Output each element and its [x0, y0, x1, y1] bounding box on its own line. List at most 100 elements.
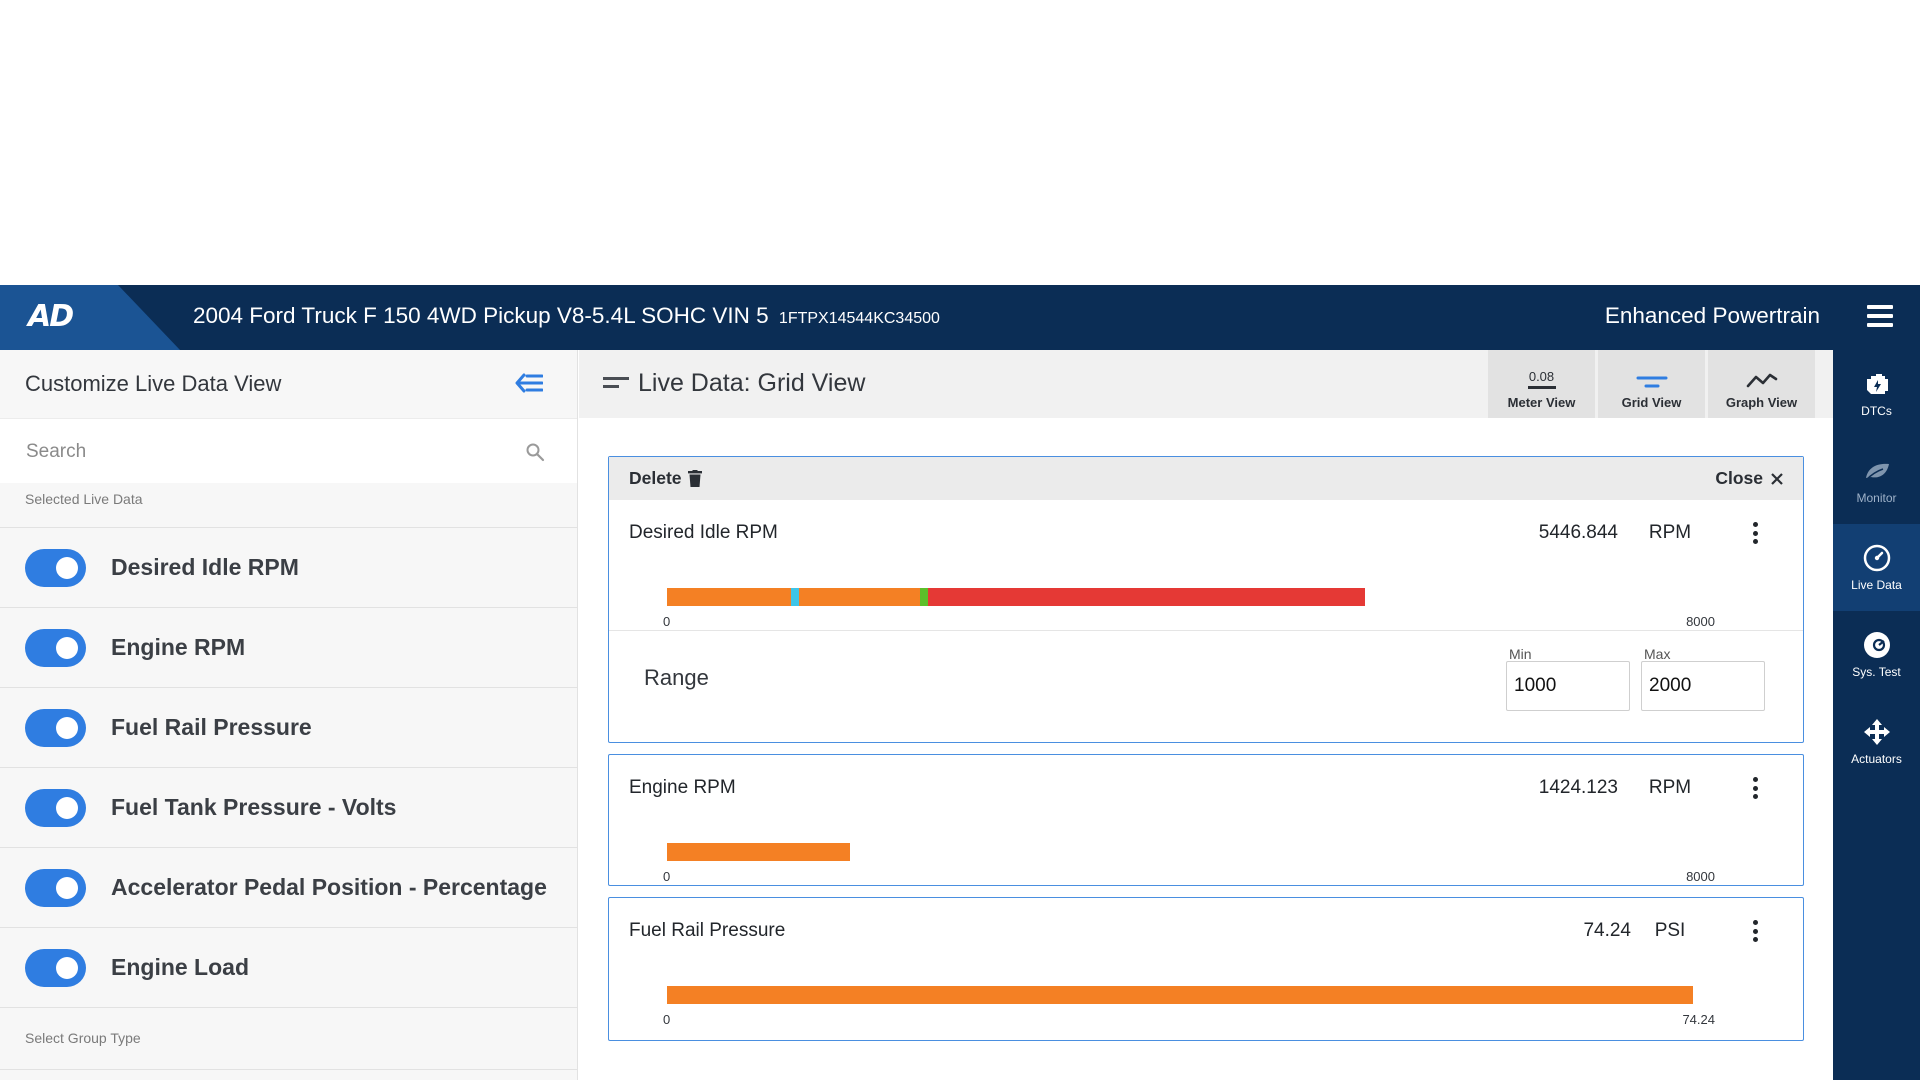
- close-button[interactable]: Close: [1715, 468, 1783, 489]
- sidebar-header: Customize Live Data View: [0, 350, 577, 418]
- toggle-switch[interactable]: [25, 948, 86, 987]
- bar-fill: [667, 986, 1693, 1004]
- collapse-sidebar-icon[interactable]: [515, 371, 543, 395]
- nav-item-actuators[interactable]: Actuators: [1833, 698, 1920, 785]
- toggle-label: Fuel Tank Pressure - Volts: [111, 794, 397, 820]
- pid-bar: [667, 843, 1693, 861]
- toggle-label: Fuel Rail Pressure: [111, 714, 312, 740]
- tab-graph-view[interactable]: Graph View: [1708, 350, 1815, 418]
- close-icon: [1771, 472, 1783, 485]
- pid-bar: [667, 986, 1693, 1004]
- toggle-switch[interactable]: [25, 708, 86, 747]
- nav-item-live-data[interactable]: Live Data: [1833, 524, 1920, 611]
- gauge-icon: [1863, 544, 1890, 572]
- app-header: AD 2004 Ford Truck F 150 4WD Pickup V8-5…: [0, 285, 1920, 350]
- module-title: Enhanced Powertrain: [1604, 303, 1820, 328]
- search-icon[interactable]: [525, 442, 545, 462]
- pid-unit: RPM: [1648, 777, 1692, 798]
- tab-meter-view[interactable]: 0.08 Meter View: [1488, 350, 1595, 418]
- vehicle-title: 2004 Ford Truck F 150 4WD Pickup V8-5.4L…: [193, 303, 940, 329]
- view-tabs: 0.08 Meter View Grid View Graph View: [1485, 350, 1815, 418]
- scale-min: 0: [663, 614, 671, 629]
- pid-row: Desired Idle RPM 5446.844 RPM 0 8000: [609, 500, 1803, 630]
- toggle-label: Desired Idle RPM: [111, 554, 299, 580]
- live-data-toggle-row: Accelerator Pedal Position - Percentage: [0, 848, 577, 928]
- pid-card[interactable]: Fuel Rail Pressure 74.24 PSI 0 74.24: [608, 897, 1804, 1041]
- engine-icon: [1866, 374, 1888, 394]
- nav-item-sys-test[interactable]: Sys. Test: [1833, 611, 1920, 698]
- bar-fill-over-range: [924, 588, 1365, 606]
- app-logo: AD: [28, 299, 74, 334]
- scale-max: 8000: [1686, 869, 1715, 884]
- pid-bar: [667, 588, 1693, 606]
- live-data-toggle-row: Engine Load: [0, 928, 577, 1008]
- range-row: Range Min Max: [609, 630, 1803, 742]
- meter-icon: [1527, 386, 1556, 389]
- scale-min: 0: [663, 869, 671, 884]
- live-data-toggle-row: Fuel Tank Pressure - Volts: [0, 768, 577, 848]
- tab-label: Grid View: [1621, 395, 1682, 410]
- nav-label: Monitor: [1856, 491, 1897, 505]
- live-data-main: Live Data: Grid View 0.08 Meter View Gri…: [579, 350, 1833, 1080]
- nav-item-dtcs[interactable]: DTCs: [1833, 350, 1920, 437]
- delete-button[interactable]: Delete: [629, 468, 702, 489]
- nav-label: Sys. Test: [1852, 665, 1901, 679]
- range-min-input[interactable]: [1506, 661, 1630, 711]
- search-row: [0, 418, 577, 483]
- toggle-switch[interactable]: [25, 868, 86, 907]
- nav-label: Actuators: [1851, 752, 1902, 766]
- toggle-switch[interactable]: [25, 548, 86, 587]
- more-options-icon[interactable]: [1753, 777, 1759, 799]
- app-root: AD 2004 Ford Truck F 150 4WD Pickup V8-5…: [0, 285, 1920, 1080]
- selected-live-data-label: Selected Live Data: [0, 483, 577, 528]
- more-options-icon[interactable]: [1753, 920, 1759, 942]
- trash-icon: [687, 470, 702, 487]
- pid-value: 74.24: [1583, 920, 1631, 941]
- pid-cards: Delete Close: [608, 456, 1804, 1052]
- customize-sidebar: Customize Live Data View Selected Live D…: [0, 350, 578, 1080]
- pid-name: Engine RPM: [629, 777, 736, 798]
- pid-row: Fuel Rail Pressure 74.24 PSI 0 74.24: [609, 898, 1803, 1040]
- toggle-label: Engine Load: [111, 954, 249, 980]
- hamburger-menu-icon[interactable]: [1867, 305, 1893, 327]
- pid-row: Engine RPM 1424.123 RPM 0 8000: [609, 755, 1803, 885]
- live-data-toggle-row: Desired Idle RPM: [0, 528, 577, 608]
- scale-min: 0: [663, 1012, 671, 1027]
- scale-max: 8000: [1686, 614, 1715, 629]
- scale-max: 74.24: [1682, 1012, 1715, 1027]
- tab-label: Meter View: [1507, 395, 1576, 410]
- close-label: Close: [1715, 468, 1763, 488]
- toggle-label: Engine RPM: [111, 634, 246, 660]
- search-input[interactable]: [26, 437, 506, 467]
- bar-fill: [667, 843, 850, 861]
- delete-label: Delete: [629, 468, 682, 488]
- range-max-input[interactable]: [1641, 661, 1765, 711]
- more-options-icon[interactable]: [1753, 522, 1759, 544]
- tab-grid-view[interactable]: Grid View: [1598, 350, 1705, 418]
- nav-item-monitor[interactable]: Monitor: [1833, 437, 1920, 524]
- vehicle-name: 2004 Ford Truck F 150 4WD Pickup V8-5.4L…: [193, 303, 769, 328]
- select-group-type-label: Select Group Type: [0, 1008, 577, 1070]
- pid-card[interactable]: Engine RPM 1424.123 RPM 0 8000: [608, 754, 1804, 886]
- toggle-switch[interactable]: [25, 628, 86, 667]
- toggle-switch[interactable]: [25, 788, 86, 827]
- range-min-label: Min: [1509, 646, 1532, 662]
- logo-block: [0, 285, 180, 350]
- range-max-marker: [920, 588, 928, 606]
- nav-label: DTCs: [1861, 404, 1892, 418]
- pid-card[interactable]: Delete Close: [608, 456, 1804, 743]
- pid-value: 1424.123: [1538, 777, 1618, 798]
- main-header: Live Data: Grid View 0.08 Meter View Gri…: [579, 350, 1833, 418]
- grid-view-icon: [1636, 376, 1667, 388]
- graph-view-icon: [1746, 373, 1777, 388]
- nav-label: Live Data: [1851, 578, 1902, 592]
- range-max-label: Max: [1644, 646, 1671, 662]
- sidebar-title: Customize Live Data View: [25, 371, 282, 396]
- pid-unit: RPM: [1648, 522, 1692, 543]
- toggle-label: Accelerator Pedal Position - Percentage: [111, 874, 547, 900]
- right-nav: DTCs Monitor Live Data Sys. Test: [1833, 350, 1920, 1080]
- leaf-icon: [1864, 463, 1889, 481]
- range-min-marker: [791, 588, 799, 606]
- page-title: Live Data: Grid View: [638, 369, 866, 397]
- live-data-toggle-row: Fuel Rail Pressure: [0, 688, 577, 768]
